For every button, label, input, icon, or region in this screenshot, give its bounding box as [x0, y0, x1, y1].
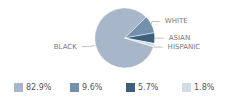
- svg-text:ASIAN: ASIAN: [169, 34, 190, 42]
- svg-text:9.6%: 9.6%: [82, 83, 103, 92]
- svg-text:1.8%: 1.8%: [194, 83, 215, 92]
- svg-text:HISPANIC: HISPANIC: [168, 43, 201, 51]
- svg-text:BLACK: BLACK: [54, 43, 77, 51]
- svg-text:82.9%: 82.9%: [26, 83, 52, 92]
- svg-text:WHITE: WHITE: [165, 17, 188, 25]
- svg-text:5.7%: 5.7%: [138, 83, 159, 92]
